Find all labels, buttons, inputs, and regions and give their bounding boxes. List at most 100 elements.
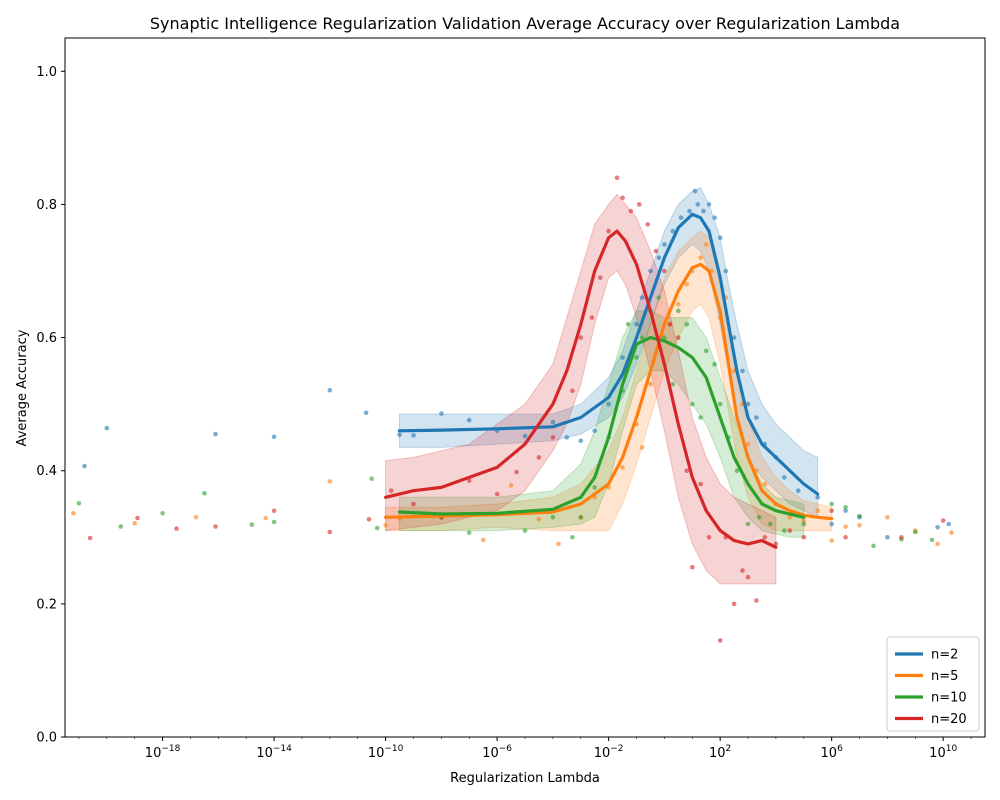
legend-label: n=5 (931, 669, 958, 684)
scatter-point-n=20 (589, 315, 595, 320)
scatter-point-n=20 (653, 248, 659, 254)
scatter-point-n=2 (678, 215, 684, 220)
y-tick-label: 0.4 (36, 464, 57, 479)
series-lines (384, 212, 834, 549)
scatter-point-n=2 (706, 202, 712, 207)
line-n=10 (397, 336, 806, 519)
scatter-point-n=2 (829, 521, 834, 527)
scatter-point-n=10 (466, 530, 472, 535)
scatter-point-n=2 (885, 535, 890, 540)
scatter-point-n=2 (935, 525, 940, 530)
scatter-point-n=10 (801, 521, 807, 527)
scatter-point-n=20 (731, 601, 737, 607)
scatter-point-n=2 (815, 495, 820, 500)
scatter-point-n=5 (536, 517, 542, 522)
scatter-point-n=10 (639, 335, 645, 340)
scatter-point-n=5 (935, 541, 940, 547)
scatter-point-n=2 (397, 432, 402, 438)
scatter-point-n=20 (676, 335, 681, 340)
scatter-point-n=20 (628, 208, 634, 214)
scatter-point-n=10 (160, 511, 165, 516)
scatter-point-n=2 (578, 438, 584, 444)
x-tick-label: 10−2 (594, 744, 624, 761)
scatter-point-n=5 (857, 523, 862, 528)
y-tick-label: 1.0 (36, 65, 57, 80)
scatter-point-n=10 (662, 335, 667, 340)
scatter-point-n=2 (648, 268, 653, 274)
scatter-point-n=2 (692, 188, 698, 194)
scatter-point-n=2 (687, 208, 692, 214)
scatter-point-n=2 (946, 521, 952, 527)
scatter-point-n=5 (383, 523, 388, 528)
x-tick-label: 102 (709, 744, 731, 761)
scatter-point-n=10 (202, 491, 207, 496)
scatter-point-n=2 (754, 415, 759, 420)
scatter-point-n=20 (411, 501, 416, 507)
scatter-point-n=5 (885, 515, 890, 520)
scatter-point-n=10 (712, 361, 717, 367)
x-tick-label: 1010 (929, 744, 957, 761)
scatter-point-n=2 (213, 431, 218, 437)
scatter-point-n=5 (698, 255, 703, 260)
scatter-point-n=2 (843, 508, 848, 513)
scatter-point-n=10 (768, 521, 773, 527)
scatter-point-n=10 (656, 295, 662, 300)
scatter-point-n=2 (522, 433, 528, 439)
scatter-point-n=5 (556, 541, 561, 547)
scatter-point-n=10 (271, 519, 277, 525)
scatter-point-n=20 (213, 524, 218, 529)
scatter-point-n=2 (606, 401, 611, 407)
scatter-point-n=2 (439, 411, 444, 416)
scatter-point-n=2 (717, 235, 723, 240)
scatter-point-n=20 (667, 322, 673, 327)
scatter-point-n=5 (620, 465, 625, 470)
scatter-point-n=2 (271, 434, 277, 440)
scatter-point-n=5 (132, 521, 137, 526)
scatter-point-n=2 (550, 419, 556, 425)
scatter-point-n=5 (703, 242, 709, 247)
x-axis: 10−18 10−14 10−10 10−6 10−2 102 106 1010 (78, 737, 972, 761)
scatter-point-n=10 (717, 401, 723, 407)
legend-label: n=20 (931, 712, 967, 727)
scatter-point-n=5 (762, 481, 768, 487)
scatter-point-n=10 (118, 524, 124, 529)
scatter-point-n=2 (82, 463, 87, 469)
y-axis: 0.0 0.2 0.4 0.6 0.8 1.0 (36, 65, 65, 746)
scatter-point-n=10 (756, 515, 762, 520)
scatter-point-n=2 (745, 401, 751, 407)
scatter-point-n=2 (701, 208, 706, 214)
scatter-point-n=5 (829, 538, 834, 543)
scatter-point-n=5 (193, 515, 199, 520)
scatter-point-n=20 (762, 535, 768, 540)
scatter-point-n=2 (363, 410, 369, 416)
scatter-point-n=5 (676, 302, 681, 307)
scatter-point-n=10 (684, 322, 689, 327)
x-tick-label: 10−18 (145, 744, 181, 761)
scatter-point-n=10 (522, 528, 528, 533)
legend-label: n=10 (931, 691, 967, 706)
y-axis-title: Average Accuracy (15, 329, 30, 446)
x-tick-label: 10−14 (256, 744, 292, 761)
scatter-point-n=10 (578, 515, 584, 520)
scatter-point-n=2 (670, 228, 676, 234)
scatter-point-n=2 (795, 488, 801, 494)
scatter-point-n=20 (899, 535, 904, 540)
scatter-point-n=20 (614, 175, 620, 181)
scatter-point-n=5 (71, 511, 76, 516)
scatter-point-n=5 (787, 515, 793, 520)
scatter-point-n=2 (564, 435, 570, 440)
scatter-point-n=20 (598, 275, 603, 281)
scatter-point-n=10 (929, 537, 935, 543)
y-tick-label: 0.6 (36, 331, 57, 346)
scatter-point-n=10 (634, 355, 639, 360)
x-tick-label: 106 (821, 744, 844, 761)
scatter-point-n=2 (740, 368, 745, 374)
scatter-point-n=10 (843, 505, 848, 510)
confidence-bands (385, 187, 833, 585)
scatter-point-n=20 (606, 228, 611, 234)
y-tick-label: 0.8 (36, 198, 57, 213)
x-tick-label: 10−10 (368, 744, 404, 761)
scatter-point-n=2 (634, 322, 639, 327)
band-n=20 (385, 193, 777, 585)
